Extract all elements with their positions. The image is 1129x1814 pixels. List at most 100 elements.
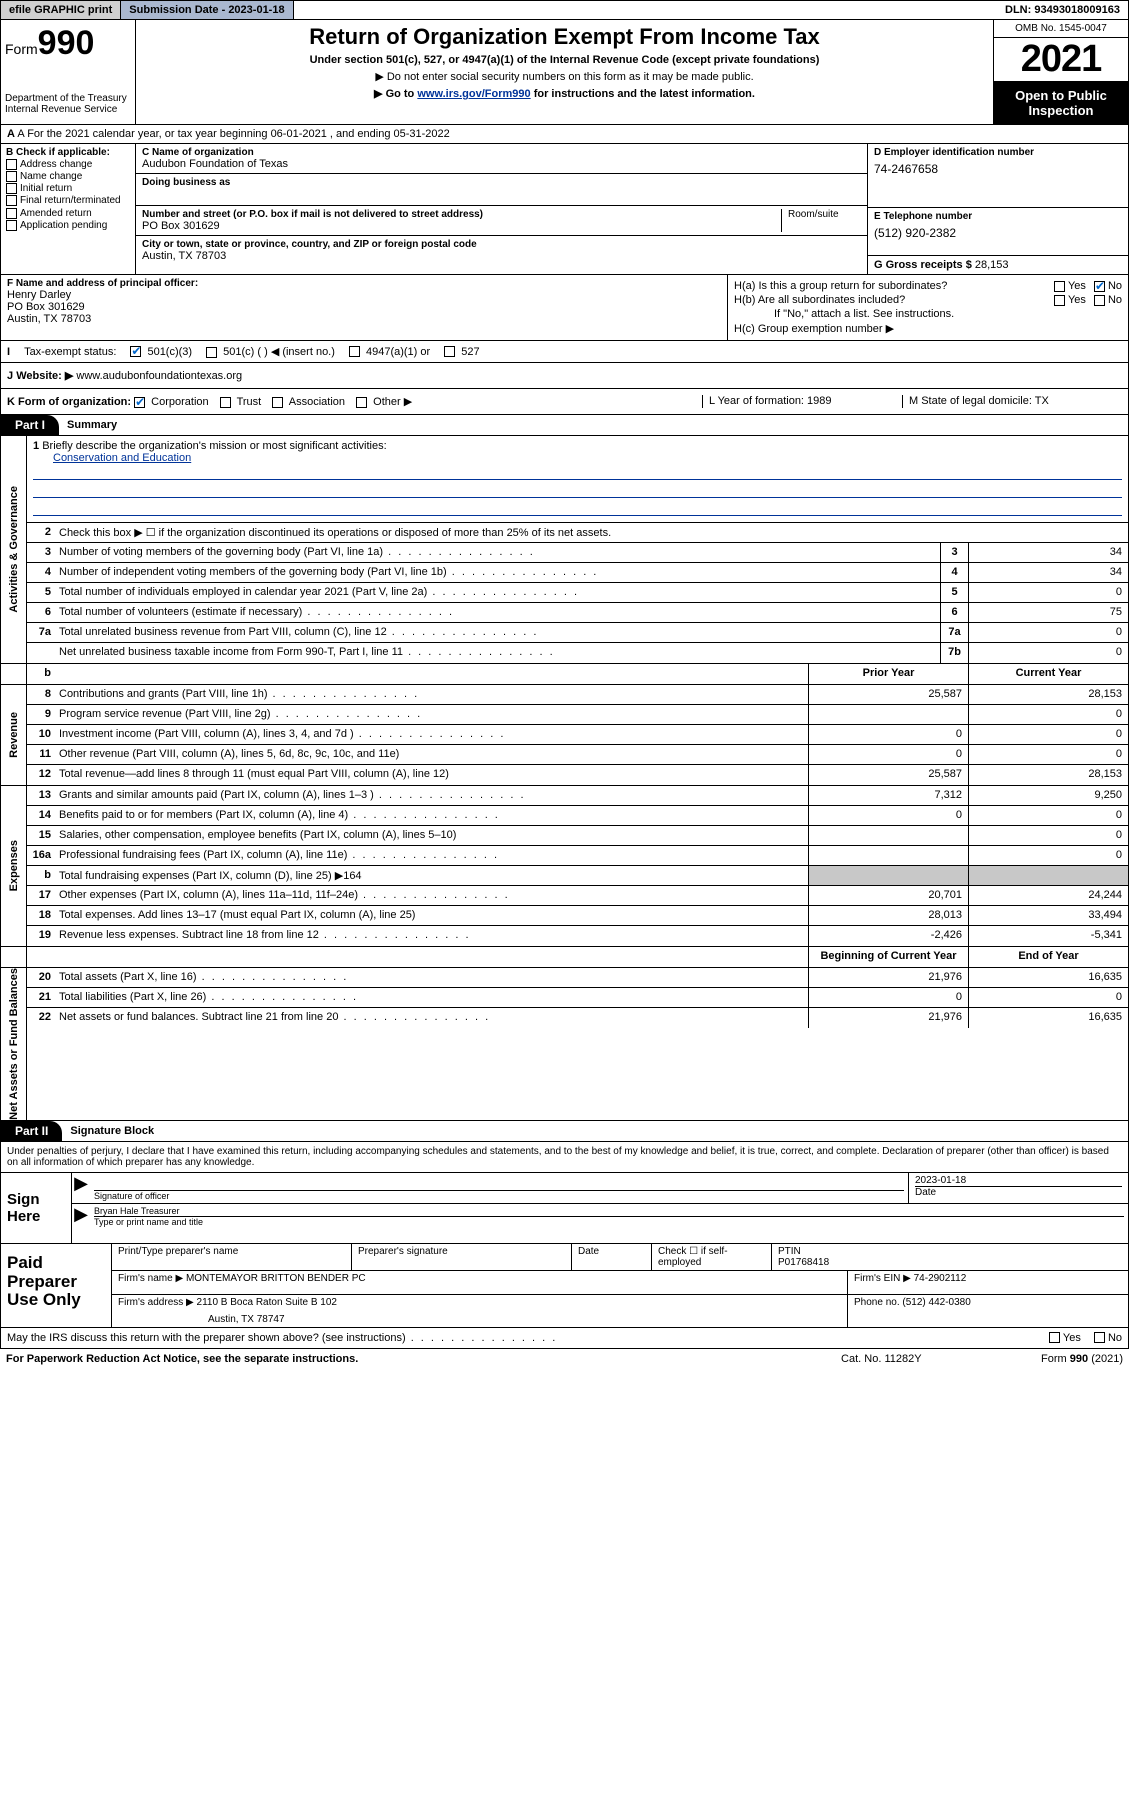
- may-yes[interactable]: [1049, 1332, 1060, 1343]
- cb-final-return[interactable]: Final return/terminated: [6, 195, 130, 206]
- omb-number: OMB No. 1545-0047: [994, 20, 1128, 38]
- part2-header: Part II Signature Block: [0, 1121, 1129, 1142]
- cb-501c3[interactable]: [130, 346, 141, 357]
- v4: 34: [968, 563, 1128, 582]
- hb-no[interactable]: [1094, 295, 1105, 306]
- block-bcdeg: B Check if applicable: Address change Na…: [0, 144, 1129, 275]
- dept-treasury: Department of the Treasury: [5, 93, 131, 104]
- row-i-tax-status: I Tax-exempt status: 501(c)(3) 501(c) ( …: [0, 341, 1129, 363]
- penalties-statement: Under penalties of perjury, I declare th…: [0, 1142, 1129, 1173]
- header-sub2: ▶ Do not enter social security numbers o…: [146, 70, 983, 83]
- hb-yes[interactable]: [1054, 295, 1065, 306]
- officer-name-cell: Bryan Hale Treasurer Type or print name …: [90, 1204, 1128, 1229]
- cb-trust[interactable]: [220, 397, 231, 408]
- cb-501c[interactable]: [206, 347, 217, 358]
- room-cell: Room/suite: [781, 209, 861, 232]
- paid-preparer-block: Paid Preparer Use Only Print/Type prepar…: [0, 1244, 1129, 1328]
- firm-addr-cell: Firm's address ▶ 2110 B Boca Raton Suite…: [112, 1295, 848, 1327]
- ein-cell: D Employer identification number 74-2467…: [868, 144, 1128, 208]
- gross-receipts: 28,153: [975, 259, 1009, 271]
- officer-name: Henry Darley: [7, 289, 721, 301]
- ein: 74-2467658: [874, 162, 1122, 176]
- city: Austin, TX 78703: [142, 250, 861, 262]
- org-name: Audubon Foundation of Texas: [142, 158, 861, 170]
- telephone-cell: E Telephone number (512) 920-2382: [868, 208, 1128, 256]
- cat-no: Cat. No. 11282Y: [841, 1353, 1041, 1365]
- irs-link[interactable]: www.irs.gov/Form990: [417, 88, 530, 100]
- v5: 0: [968, 583, 1128, 602]
- telephone: (512) 920-2382: [874, 226, 1122, 240]
- may-no[interactable]: [1094, 1332, 1105, 1343]
- mission-link[interactable]: Conservation and Education: [53, 452, 191, 464]
- side-revenue: Revenue: [8, 712, 20, 758]
- arrow-icon: ▶: [72, 1173, 90, 1203]
- dln: DLN: 93493018009163: [997, 1, 1128, 19]
- v7a: 0: [968, 623, 1128, 642]
- col-f-officer: F Name and address of principal officer:…: [1, 275, 728, 340]
- irs-label: Internal Revenue Service: [5, 104, 131, 115]
- form-title: Return of Organization Exempt From Incom…: [146, 24, 983, 50]
- may-irs-discuss: May the IRS discuss this return with the…: [0, 1328, 1129, 1349]
- ha-yes[interactable]: [1054, 281, 1065, 292]
- form-ref: Form 990 (2021): [1041, 1353, 1123, 1365]
- cb-name-change[interactable]: Name change: [6, 171, 130, 182]
- cb-initial-return[interactable]: Initial return: [6, 183, 130, 194]
- prep-self-emp[interactable]: Check ☐ if self-employed: [652, 1244, 772, 1270]
- city-cell: City or town, state or province, country…: [136, 236, 867, 265]
- row-k-form-org: K Form of organization: Corporation Trus…: [0, 389, 1129, 415]
- sign-date-cell: 2023-01-18 Date: [908, 1173, 1128, 1203]
- prep-date-hdr: Date: [572, 1244, 652, 1270]
- top-bar: efile GRAPHIC print Submission Date - 20…: [0, 0, 1129, 20]
- form-header: Form990 Department of the Treasury Inter…: [0, 20, 1129, 125]
- sign-here-label: Sign Here: [1, 1173, 71, 1243]
- page-footer: For Paperwork Reduction Act Notice, see …: [0, 1349, 1129, 1369]
- paid-preparer-label: Paid Preparer Use Only: [1, 1244, 111, 1327]
- efile-print-button[interactable]: efile GRAPHIC print: [1, 1, 121, 19]
- street-cell: Number and street (or P.O. box if mail i…: [136, 206, 867, 236]
- cb-4947[interactable]: [349, 346, 360, 357]
- cb-amended-return[interactable]: Amended return: [6, 208, 130, 219]
- ha-no[interactable]: [1094, 281, 1105, 292]
- tax-year: 2021: [994, 38, 1128, 82]
- part1-header: Part I Summary: [0, 415, 1129, 436]
- firm-phone-cell: Phone no. (512) 442-0380: [848, 1295, 1128, 1327]
- cb-application-pending[interactable]: Application pending: [6, 220, 130, 231]
- col-c: C Name of organization Audubon Foundatio…: [136, 144, 1128, 274]
- state-domicile: M State of legal domicile: TX: [902, 395, 1122, 408]
- row-a-tax-year: A A For the 2021 calendar year, or tax y…: [0, 125, 1129, 144]
- header-center: Return of Organization Exempt From Incom…: [136, 20, 993, 124]
- cb-other[interactable]: [356, 397, 367, 408]
- col-h: H(a) Is this a group return for subordin…: [728, 275, 1128, 340]
- col-headers-rev: bPrior YearCurrent Year: [0, 664, 1129, 685]
- v7b: 0: [968, 643, 1128, 663]
- v6: 75: [968, 603, 1128, 622]
- cb-527[interactable]: [444, 346, 455, 357]
- cb-assoc[interactable]: [272, 397, 283, 408]
- side-net-assets: Net Assets or Fund Balances: [8, 968, 20, 1120]
- row-j-website: J Website: ▶ www.audubonfoundationtexas.…: [0, 363, 1129, 389]
- signature-cell[interactable]: Signature of officer: [90, 1173, 908, 1203]
- form-number: Form990: [5, 24, 131, 63]
- col-headers-net: Beginning of Current YearEnd of Year: [0, 947, 1129, 968]
- website: www.audubonfoundationtexas.org: [76, 370, 242, 382]
- section-revenue: Revenue 8Contributions and grants (Part …: [0, 685, 1129, 786]
- cb-address-change[interactable]: Address change: [6, 159, 130, 170]
- gross-receipts-cell: G Gross receipts $ 28,153: [868, 256, 1128, 274]
- org-name-cell: C Name of organization Audubon Foundatio…: [136, 144, 867, 174]
- header-sub3: ▶ Go to www.irs.gov/Form990 for instruct…: [146, 87, 983, 100]
- firm-name-cell: Firm's name ▶ MONTEMAYOR BRITTON BENDER …: [112, 1271, 848, 1294]
- side-expenses: Expenses: [8, 840, 20, 891]
- paperwork-notice: For Paperwork Reduction Act Notice, see …: [6, 1353, 841, 1365]
- year-formation: L Year of formation: 1989: [702, 395, 902, 408]
- prep-sig-hdr: Preparer's signature: [352, 1244, 572, 1270]
- arrow-icon: ▶: [72, 1204, 90, 1229]
- cb-corp[interactable]: [134, 397, 145, 408]
- prep-ptin: PTINP01768418: [772, 1244, 1128, 1270]
- col-b-checkboxes: B Check if applicable: Address change Na…: [1, 144, 136, 274]
- block-fh: F Name and address of principal officer:…: [0, 275, 1129, 341]
- dba-cell: Doing business as: [136, 174, 867, 206]
- section-governance: Activities & Governance 1 Briefly descri…: [0, 436, 1129, 664]
- street: PO Box 301629: [142, 220, 781, 232]
- header-right: OMB No. 1545-0047 2021 Open to Public In…: [993, 20, 1128, 124]
- firm-ein-cell: Firm's EIN ▶ 74-2902112: [848, 1271, 1128, 1294]
